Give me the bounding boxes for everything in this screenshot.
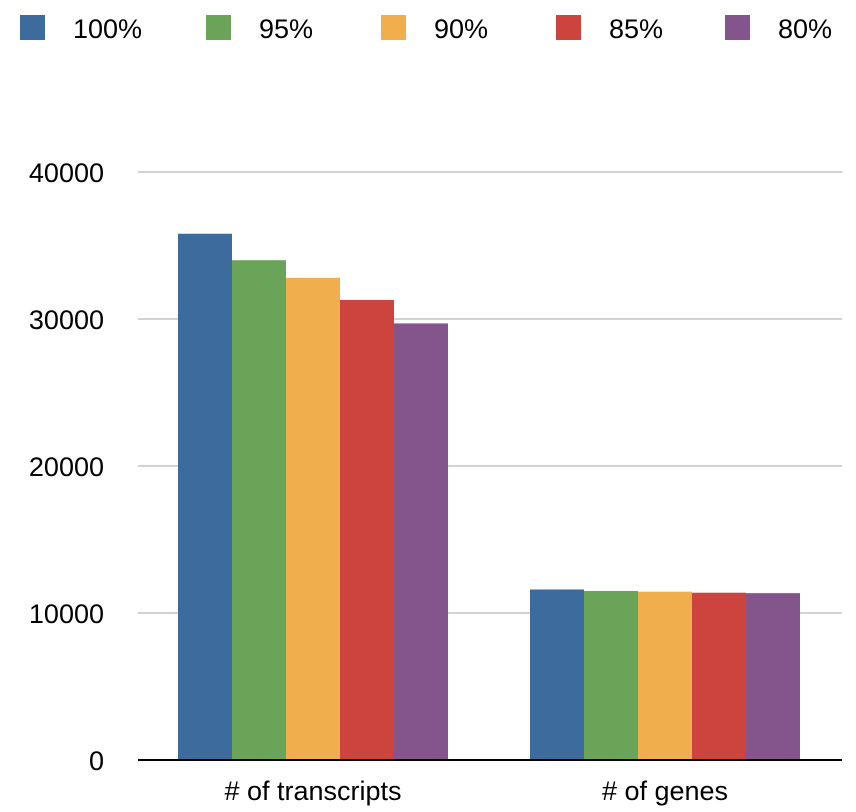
y-tick-label: 0 (89, 746, 104, 776)
legend-item-0: 100% (20, 14, 142, 44)
legend-swatch (725, 15, 750, 40)
bar-0-4 (394, 323, 448, 760)
y-tick-label: 20000 (29, 452, 104, 482)
bar-1-4 (746, 593, 800, 760)
legend-label: 85% (609, 14, 663, 44)
bars (178, 233, 800, 761)
y-tick-label: 10000 (29, 599, 104, 629)
legend-swatch (381, 15, 406, 40)
x-axis: # of transcripts # of genes (138, 759, 842, 806)
legend-swatch (556, 15, 581, 40)
legend-item-1: 95% (206, 14, 313, 44)
bar-1-1 (584, 590, 638, 760)
y-tick-label: 30000 (29, 305, 104, 335)
bar-1-0 (530, 589, 584, 760)
legend-item-4: 80% (725, 14, 832, 44)
bar-0-1 (232, 260, 286, 760)
bar-0-0 (178, 233, 232, 761)
y-tick-label: 40000 (29, 158, 104, 188)
legend-label: 80% (778, 14, 832, 44)
y-axis: 0 10000 20000 30000 40000 (29, 158, 104, 776)
legend-label: 95% (259, 14, 313, 44)
legend-label: 90% (434, 14, 488, 44)
bar-0-2 (286, 277, 340, 760)
bar-1-3 (692, 592, 746, 760)
bar-0-3 (340, 299, 394, 760)
legend-swatch (20, 15, 45, 40)
x-tick-label: # of transcripts (224, 776, 401, 806)
legend: 100% 95% 90% 85% 80% (20, 14, 832, 44)
legend-item-2: 90% (381, 14, 488, 44)
x-tick-label: # of genes (602, 776, 728, 806)
legend-item-3: 85% (556, 14, 663, 44)
legend-label: 100% (73, 14, 142, 44)
legend-swatch (206, 15, 231, 40)
bar-1-2 (638, 591, 692, 760)
